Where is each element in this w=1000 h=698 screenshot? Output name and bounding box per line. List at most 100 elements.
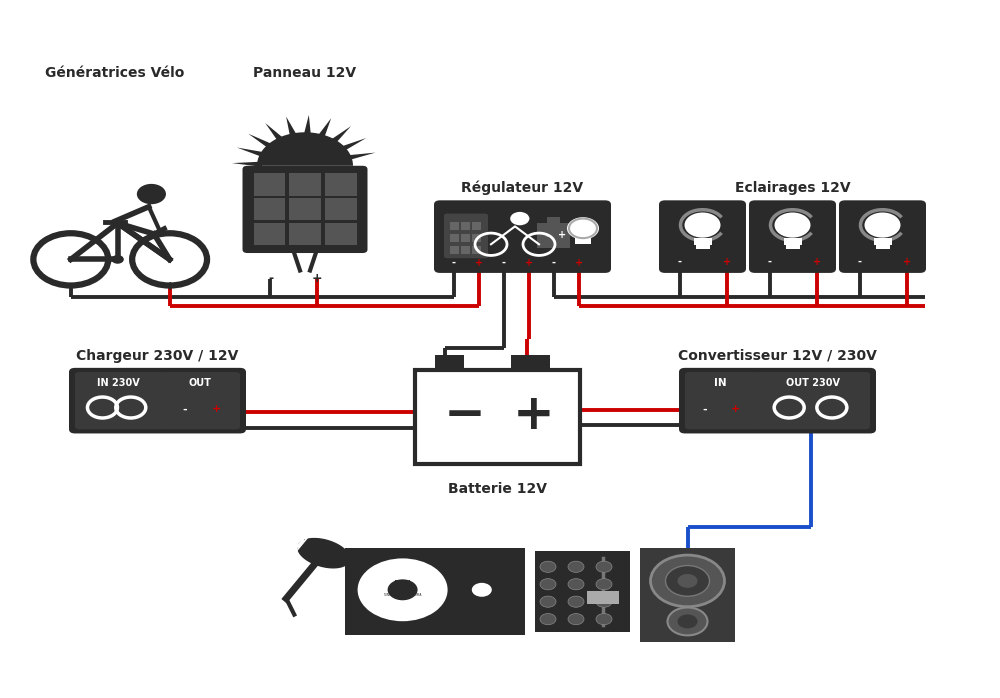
Text: -: - — [68, 280, 73, 293]
Circle shape — [358, 558, 448, 621]
Bar — [511, 355, 550, 370]
Circle shape — [568, 596, 584, 607]
Text: ADN: ADN — [393, 580, 412, 588]
Bar — [461, 222, 470, 230]
FancyBboxPatch shape — [69, 368, 246, 433]
Text: Panneau 12V: Panneau 12V — [253, 66, 357, 80]
Text: -: - — [702, 404, 707, 414]
Bar — [537, 223, 570, 248]
Circle shape — [568, 614, 584, 625]
Polygon shape — [329, 126, 351, 144]
Text: Régulateur 12V: Régulateur 12V — [461, 181, 584, 195]
Circle shape — [510, 212, 529, 225]
Text: +: + — [525, 258, 533, 268]
Polygon shape — [345, 153, 376, 161]
Bar — [547, 217, 560, 223]
Circle shape — [568, 579, 584, 590]
Bar — [345, 548, 525, 635]
Text: +: + — [903, 257, 911, 267]
FancyBboxPatch shape — [434, 200, 611, 273]
FancyBboxPatch shape — [242, 166, 368, 253]
Bar — [415, 370, 580, 464]
Bar — [254, 198, 285, 221]
Text: -: - — [768, 257, 772, 267]
Circle shape — [568, 561, 584, 572]
FancyBboxPatch shape — [755, 372, 870, 429]
Text: -: - — [546, 230, 550, 240]
Bar — [461, 234, 470, 242]
Text: +: + — [513, 391, 555, 439]
Circle shape — [864, 212, 900, 237]
Polygon shape — [317, 118, 331, 139]
Bar — [472, 246, 481, 254]
Text: -: - — [678, 257, 682, 267]
Text: -: - — [502, 258, 506, 268]
Text: +: + — [723, 257, 731, 267]
Circle shape — [774, 212, 810, 237]
Text: TUNING DIFFUSION NOMA: TUNING DIFFUSION NOMA — [383, 593, 422, 597]
Polygon shape — [248, 134, 274, 149]
Bar — [874, 237, 892, 244]
Bar — [696, 244, 710, 248]
Circle shape — [567, 217, 599, 239]
Bar — [289, 198, 321, 221]
Circle shape — [596, 579, 612, 590]
Bar — [254, 173, 285, 195]
Bar — [472, 234, 481, 242]
Circle shape — [540, 596, 556, 607]
Circle shape — [650, 555, 724, 607]
Text: -: - — [182, 404, 187, 414]
Circle shape — [596, 561, 612, 572]
Circle shape — [137, 184, 166, 205]
Bar — [784, 237, 802, 244]
Polygon shape — [286, 117, 298, 138]
Bar — [450, 246, 459, 254]
Circle shape — [666, 565, 710, 596]
Bar — [325, 223, 356, 246]
Text: Chargeur 230V / 12V: Chargeur 230V / 12V — [76, 349, 239, 363]
Text: -: - — [858, 257, 862, 267]
Text: IN 230V: IN 230V — [97, 378, 139, 389]
Polygon shape — [265, 123, 285, 142]
Bar — [289, 173, 321, 195]
Circle shape — [596, 614, 612, 625]
Polygon shape — [298, 539, 350, 567]
Bar — [325, 173, 356, 195]
Bar — [461, 246, 470, 254]
Circle shape — [450, 567, 514, 612]
Text: +: + — [311, 272, 322, 285]
Circle shape — [540, 614, 556, 625]
Bar — [535, 551, 630, 632]
Bar — [435, 355, 464, 370]
FancyBboxPatch shape — [75, 372, 165, 429]
Circle shape — [668, 607, 708, 635]
FancyBboxPatch shape — [161, 372, 240, 429]
Bar — [640, 548, 735, 642]
Text: OUT 230V: OUT 230V — [786, 378, 840, 389]
Polygon shape — [339, 138, 366, 151]
Bar — [289, 223, 321, 246]
Text: -: - — [452, 258, 456, 268]
Text: IN: IN — [714, 378, 726, 389]
Bar — [450, 222, 459, 230]
Text: +: + — [475, 258, 483, 268]
Bar — [472, 222, 481, 230]
Text: Eclairages 12V: Eclairages 12V — [735, 181, 850, 195]
Text: OUT: OUT — [189, 378, 212, 389]
Text: +: + — [164, 280, 175, 293]
Text: +: + — [211, 404, 221, 414]
Bar — [694, 237, 712, 244]
Text: +: + — [731, 404, 740, 414]
FancyBboxPatch shape — [685, 372, 759, 429]
Bar — [450, 234, 459, 242]
Circle shape — [540, 561, 556, 572]
Text: +: + — [558, 230, 566, 240]
Text: −: − — [444, 391, 485, 439]
Circle shape — [111, 255, 124, 264]
Bar — [575, 235, 591, 244]
Text: +: + — [575, 258, 583, 268]
Text: Batterie 12V: Batterie 12V — [448, 482, 547, 496]
Circle shape — [472, 583, 492, 597]
Polygon shape — [237, 147, 266, 158]
Text: +: + — [813, 257, 821, 267]
